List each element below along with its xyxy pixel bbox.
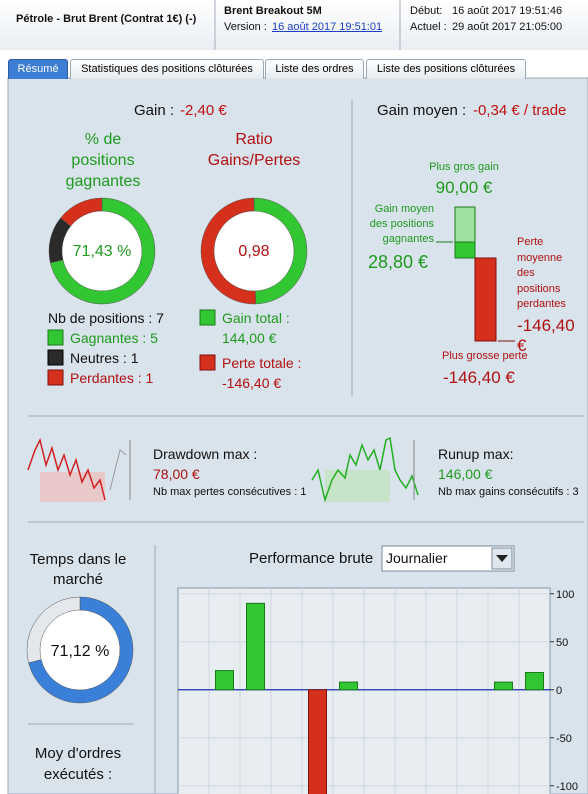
legend-swatch xyxy=(199,309,216,326)
bar xyxy=(339,681,358,691)
period-select[interactable]: Journalier xyxy=(386,550,448,566)
bar xyxy=(246,602,265,691)
avg-win-label: Gain moyen des positions gagnantes xyxy=(369,203,434,245)
runup-value: 146,00 € xyxy=(438,466,493,482)
runup-spark xyxy=(311,436,419,503)
losers: Perdantes : 1 xyxy=(70,370,154,386)
max-gain: 90,00 € xyxy=(435,178,493,197)
loss-bar xyxy=(474,257,497,342)
avg-loss: -146,40 € xyxy=(517,316,575,356)
drawdown-spark xyxy=(27,437,131,502)
total-gain-label: Gain total : xyxy=(222,310,290,326)
max-loss: -146,40 € xyxy=(443,368,515,387)
donut-bg xyxy=(214,211,294,291)
avg-loss-label: Perte moyenne des positions perdantes xyxy=(517,236,566,310)
y-tick-label: -100 xyxy=(556,781,578,793)
header-bg xyxy=(0,0,588,50)
positions: Nb de positions : 7 xyxy=(48,310,164,326)
version-label: Version : xyxy=(224,21,267,33)
avg-gain-bar xyxy=(454,241,476,259)
bar xyxy=(525,671,544,691)
market-time-value: 71,12 % xyxy=(50,643,110,660)
start-label: Début: xyxy=(410,5,443,17)
y-tick-label: 50 xyxy=(556,637,568,649)
legend-swatch xyxy=(47,349,64,366)
donut-winners xyxy=(50,197,156,305)
donut-losses xyxy=(200,197,256,305)
ratio-value: 0,98 xyxy=(238,243,270,260)
gain-label: Gain : xyxy=(134,102,175,119)
runup-note: Nb max gains consécutifs : 3 xyxy=(438,486,579,498)
donut-time-rest xyxy=(26,596,81,664)
current-date: 29 août 2017 21:05:00 xyxy=(452,21,563,33)
donut-losers xyxy=(60,197,103,227)
win-title: % de positions gagnantes xyxy=(65,131,141,190)
total-gain: 144,00 € xyxy=(222,330,277,346)
max-gain-label: Plus gros gain xyxy=(429,161,499,173)
bar xyxy=(215,670,234,691)
instrument: Pétrole - Brut Brent (Contrat 1€) (-) xyxy=(16,13,197,25)
donut-bg xyxy=(62,211,142,291)
tab[interactable]: Statistiques des positions clôturées xyxy=(70,59,264,79)
y-tick-label: 100 xyxy=(556,589,574,601)
select-arrow xyxy=(496,555,508,562)
max-gain-bar xyxy=(454,206,476,243)
legend-swatch xyxy=(47,369,64,386)
gain-value: -2,40 € xyxy=(180,102,227,119)
avg-win: 28,80 € xyxy=(368,252,429,272)
start-date: 16 août 2017 19:51:46 xyxy=(452,5,563,17)
avg-value: -0,34 € / trade xyxy=(473,102,567,119)
avg-label: Gain moyen : xyxy=(377,102,467,119)
bar xyxy=(494,681,513,691)
drawdown-value: 78,00 € xyxy=(153,466,200,482)
donut-time xyxy=(28,596,134,704)
legend-swatch xyxy=(199,354,216,371)
tab[interactable]: Liste des positions clôturées xyxy=(366,59,526,79)
bar xyxy=(308,689,327,794)
max-loss-label: Plus grosse perte xyxy=(442,350,528,362)
drawdown-label: Drawdown max : xyxy=(153,446,258,462)
win-pct: 71,43 % xyxy=(72,243,132,260)
ratio-title: Ratio Gains/Pertes xyxy=(207,131,301,169)
performance-label: Performance brute xyxy=(249,550,374,567)
strategy: Brent Breakout 5M xyxy=(224,5,322,17)
tab[interactable]: Liste des ordres xyxy=(265,59,364,79)
orders-label: Moy d'ordres exécutés : xyxy=(34,745,122,783)
neutral: Neutres : 1 xyxy=(70,350,139,366)
y-tick-label: -50 xyxy=(556,733,572,745)
y-tick-label: 0 xyxy=(556,685,562,697)
runup-label: Runup max: xyxy=(438,446,514,462)
total-loss: -146,40 € xyxy=(222,375,282,391)
drawdown-note: Nb max pertes consécutives : 1 xyxy=(153,486,307,498)
total-loss-label: Perte totale : xyxy=(222,355,302,371)
market-time-label: Temps dans le marché xyxy=(29,551,127,588)
donut-bg xyxy=(40,610,120,690)
tab[interactable]: Résumé xyxy=(8,59,68,79)
winners: Gagnantes : 5 xyxy=(70,330,158,346)
version-link[interactable]: 16 août 2017 19:51:01 xyxy=(272,21,383,33)
current-label: Actuel : xyxy=(410,21,447,33)
legend-swatch xyxy=(47,329,64,346)
